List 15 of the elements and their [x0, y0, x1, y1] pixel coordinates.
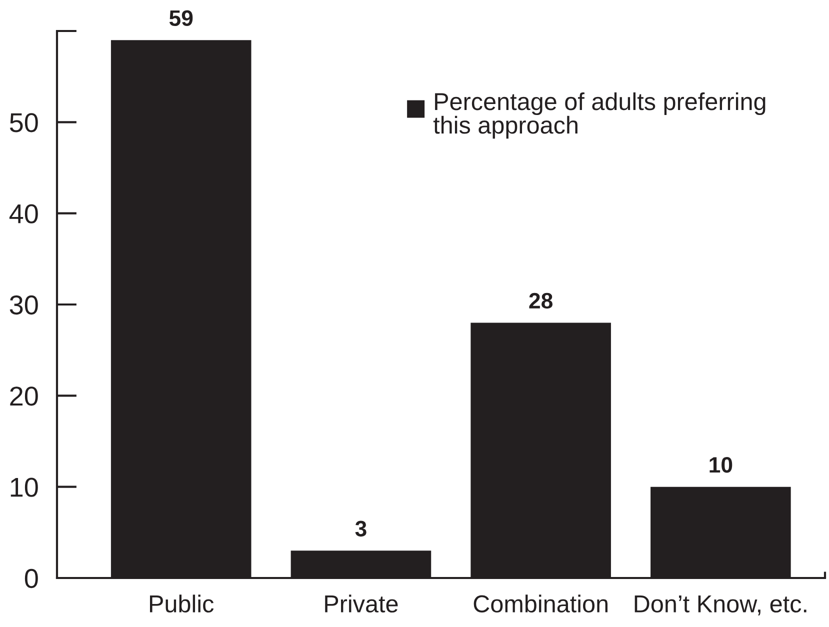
- legend-label: Percentage of adults preferring this approach: [433, 92, 766, 139]
- y-tick-label: 30: [10, 295, 38, 315]
- data-label: 28: [529, 292, 552, 309]
- data-label: 3: [355, 520, 366, 537]
- x-tick-label: Public: [150, 594, 214, 613]
- x-tick-label: Don’t Know, etc.: [634, 596, 806, 616]
- y-tick-label: 0: [24, 568, 38, 588]
- y-tick-label: 40: [9, 204, 38, 224]
- y-tick-label: 20: [10, 386, 38, 406]
- y-tick-label: 50: [10, 113, 38, 132]
- data-label: 10: [710, 456, 732, 473]
- y-tick-label: 10: [10, 478, 38, 497]
- x-tick-label: Private: [325, 594, 398, 613]
- x-tick-label: Combination: [474, 594, 608, 613]
- data-label: 59: [169, 10, 193, 26]
